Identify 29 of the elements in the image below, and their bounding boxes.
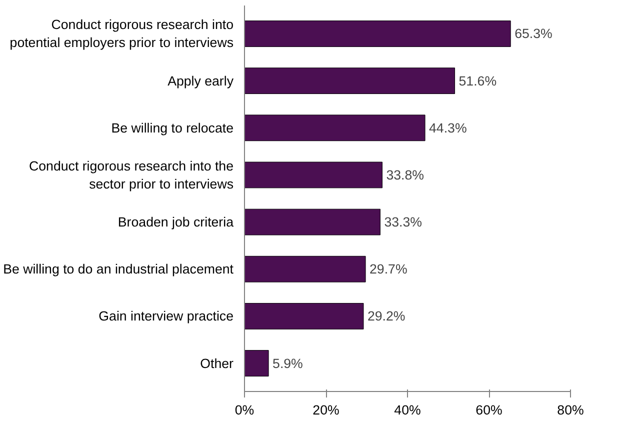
data-label: 65.3% [514, 26, 553, 42]
y-tick-label: Be willing to relocate [111, 120, 234, 136]
bar [244, 162, 382, 188]
y-tick-label: Other [200, 356, 234, 371]
bar [244, 114, 426, 142]
data-label: 33.3% [384, 214, 422, 230]
bar [244, 20, 511, 47]
data-label: 5.9% [272, 356, 304, 371]
x-tick-label: 60% [476, 402, 502, 418]
y-tick-label: Conduct rigorous research into the sector prior to interviews [29, 158, 234, 192]
bar [244, 208, 380, 236]
x-tick-label: 40% [394, 402, 421, 418]
x-tick-label: 0% [234, 402, 254, 418]
y-tick-label: Broaden job criteria [118, 214, 234, 230]
data-label: 29.2% [367, 308, 406, 324]
y-tick-label: Be willing to do an industrial placement [3, 262, 234, 277]
y-tick-label: Conduct rigorous research into potential employers prior to interviews [10, 17, 234, 50]
x-tick-label: 20% [312, 402, 340, 418]
bar [244, 302, 364, 330]
y-tick-label: Apply early [168, 73, 234, 88]
data-label: 33.8% [386, 167, 424, 182]
x-tick-label: 80% [557, 402, 584, 418]
bar [244, 68, 456, 94]
data-label: 51.6% [458, 73, 497, 88]
y-tick-label: Gain interview practice [98, 308, 234, 324]
bar [244, 256, 366, 282]
data-label: 44.3% [429, 120, 467, 136]
bar [244, 350, 269, 376]
data-label: 29.7% [370, 262, 408, 277]
